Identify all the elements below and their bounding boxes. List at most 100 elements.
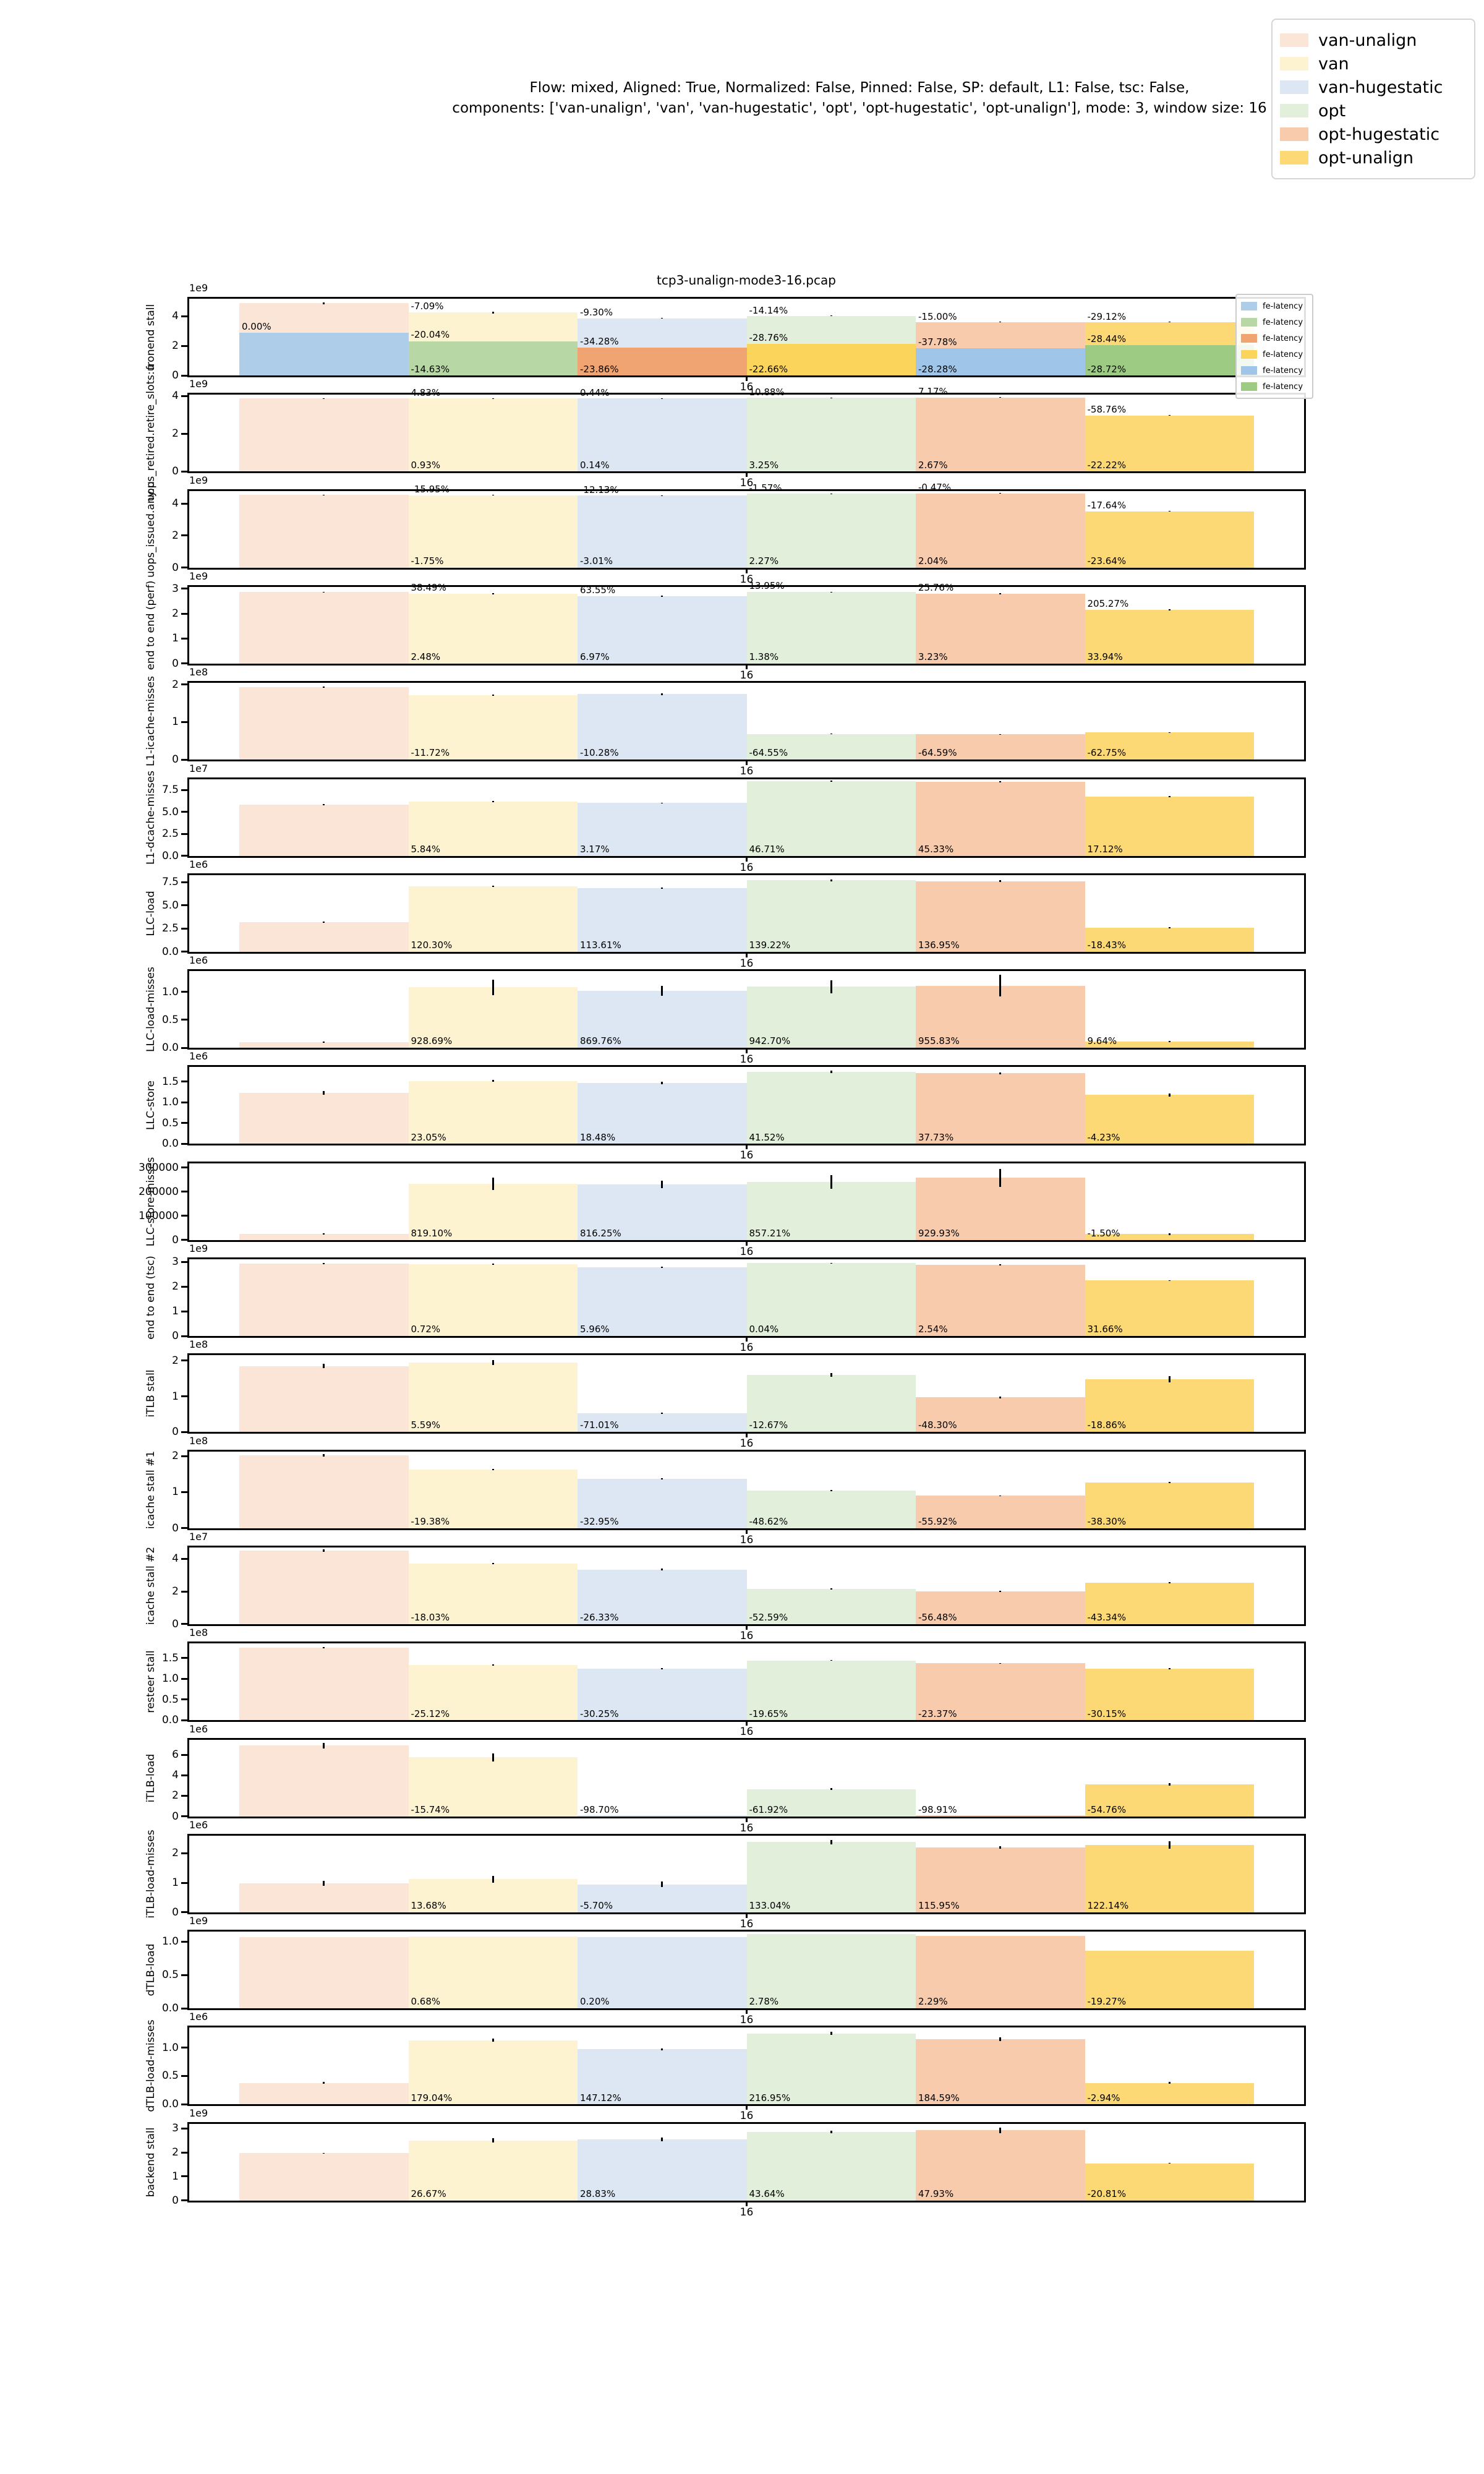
- y-tick-label: 1: [172, 1486, 179, 1499]
- subplot-ylabel: LLC-load-misses: [145, 967, 157, 1052]
- inner-legend-swatch: [1241, 366, 1257, 375]
- error-bar: [1168, 1582, 1171, 1583]
- bar: [408, 1936, 578, 2009]
- axis-exponent-label: 1e6: [189, 2011, 208, 2023]
- bar-annotation: 0.14%: [580, 459, 610, 471]
- error-bar: [492, 1664, 494, 1666]
- subplot-ylabel: iTLB stall: [145, 1369, 157, 1418]
- bar-annotation: 2.27%: [749, 555, 779, 567]
- subplot-axes: 13.68% -5.70% 133.04% 115.95% 122.14% 0 1 2 1e6 1…: [145, 1819, 1306, 1930]
- bar-annotation: -34.28%: [580, 335, 619, 347]
- error-bar: [999, 1663, 1002, 1664]
- bar-annotation: -0.47%: [918, 482, 952, 494]
- y-tick-label: 2: [172, 1585, 179, 1598]
- bar-annotation: -58.76%: [1087, 403, 1127, 415]
- y-tick-label: 0: [172, 1522, 179, 1534]
- bar-annotation: 857.21%: [749, 1227, 791, 1239]
- y-tick-mark: [181, 2074, 187, 2077]
- bar-annotation: 115.95%: [918, 1899, 960, 1911]
- inner-legend-swatch: [1241, 302, 1257, 310]
- bar-annotation: 205.27%: [1087, 598, 1129, 610]
- subplot-ylabel: dTLB-load: [145, 1943, 157, 1997]
- bar-annotation: -43.34%: [1087, 1612, 1127, 1624]
- subplot-axes: 38.49% 63.55% 13.95% 25.76% 205.27% 2.48% 6.97…: [145, 570, 1306, 682]
- bar: [578, 2049, 747, 2105]
- bar: [239, 922, 409, 952]
- bar-annotation: 0.44%: [580, 387, 610, 398]
- bar-segment-bottom: [1085, 345, 1254, 375]
- bar: [408, 1564, 578, 1624]
- bar-annotation: 184.59%: [918, 2092, 960, 2104]
- bar-annotation: -28.72%: [1087, 363, 1127, 375]
- y-tick-mark: [181, 1491, 187, 1493]
- bar-annotation: -4.23%: [1087, 1131, 1120, 1143]
- x-tick-mark: [746, 1912, 748, 1918]
- error-bar: [661, 693, 663, 695]
- error-bar: [492, 695, 494, 696]
- y-tick-label: 2: [172, 678, 179, 691]
- bar-annotation: -12.67%: [749, 1419, 788, 1431]
- y-tick-label: 1: [172, 1305, 179, 1317]
- y-tick-label: 1.0: [161, 985, 179, 998]
- y-tick-label: 2: [172, 340, 179, 353]
- axis-exponent-label: 1e8: [189, 1338, 208, 1351]
- bar: [408, 1757, 578, 1817]
- y-tick-label: 2: [172, 2146, 179, 2159]
- bar-annotation: -56.48%: [918, 1612, 957, 1624]
- bar-annotation: -28.76%: [749, 332, 788, 344]
- y-tick-mark: [181, 1285, 187, 1288]
- y-tick-label: 0: [172, 561, 179, 574]
- bar-annotation: -22.66%: [749, 363, 788, 375]
- error-bar: [661, 1412, 663, 1414]
- x-tick-mark: [746, 1144, 748, 1150]
- bar: [1085, 1951, 1254, 2009]
- error-bar: [323, 2152, 325, 2154]
- y-tick-label: 300000: [139, 1161, 179, 1174]
- y-tick-label: 0: [172, 657, 179, 670]
- inner-legend-swatch: [1241, 350, 1257, 359]
- x-tick-mark: [746, 375, 748, 381]
- error-bar: [661, 317, 663, 319]
- x-tick-mark: [746, 855, 748, 862]
- error-bar: [1168, 1040, 1171, 1042]
- bar-annotation: -20.81%: [1087, 2188, 1127, 2199]
- bar-annotation: -12.13%: [580, 484, 619, 495]
- bar: [746, 734, 916, 760]
- bar: [408, 2140, 578, 2201]
- bar: [578, 1082, 747, 1144]
- bar: [578, 596, 747, 664]
- error-bar: [830, 1660, 832, 1661]
- y-tick-mark: [181, 588, 187, 590]
- bar: [1085, 1784, 1254, 1817]
- bar: [1085, 415, 1254, 472]
- bar-annotation: -18.43%: [1087, 939, 1127, 951]
- bar-annotation: -98.91%: [918, 1804, 957, 1816]
- bar-annotation: 5.84%: [411, 843, 441, 855]
- x-tick-mark: [746, 663, 748, 669]
- x-tick-mark: [746, 2008, 748, 2014]
- error-bar: [1168, 1482, 1171, 1484]
- bar-annotation: -11.72%: [411, 747, 450, 759]
- bar-segment-bottom: [578, 347, 747, 375]
- error-bar: [830, 879, 832, 881]
- error-bar: [1168, 1376, 1171, 1382]
- x-tick-mark: [746, 1048, 748, 1054]
- error-bar: [323, 1881, 325, 1886]
- subplot-ylabel: L1-icache-misses: [145, 676, 157, 767]
- y-tick-mark: [181, 1657, 187, 1659]
- error-bar: [1168, 1783, 1171, 1786]
- error-bar: [661, 1569, 663, 1570]
- bar-annotation: -15.74%: [411, 1804, 450, 1816]
- bar-annotation: -3.01%: [580, 555, 613, 567]
- y-tick-mark: [181, 1852, 187, 1854]
- error-bar: [1168, 1668, 1171, 1669]
- legend-label: van: [1318, 54, 1349, 74]
- y-tick-label: 1: [172, 632, 179, 645]
- legend-item: van-unalign: [1280, 28, 1467, 52]
- error-bar: [1168, 732, 1171, 734]
- subplot-axes: 0.00% -7.09% -20.04% -14.63% -9.30% -34.28% -2…: [145, 282, 1313, 399]
- y-tick-label: 7.5: [161, 876, 179, 889]
- axis-exponent-label: 1e9: [189, 474, 208, 486]
- bar: [916, 1935, 1085, 2009]
- bar-annotation: -14.63%: [411, 363, 450, 375]
